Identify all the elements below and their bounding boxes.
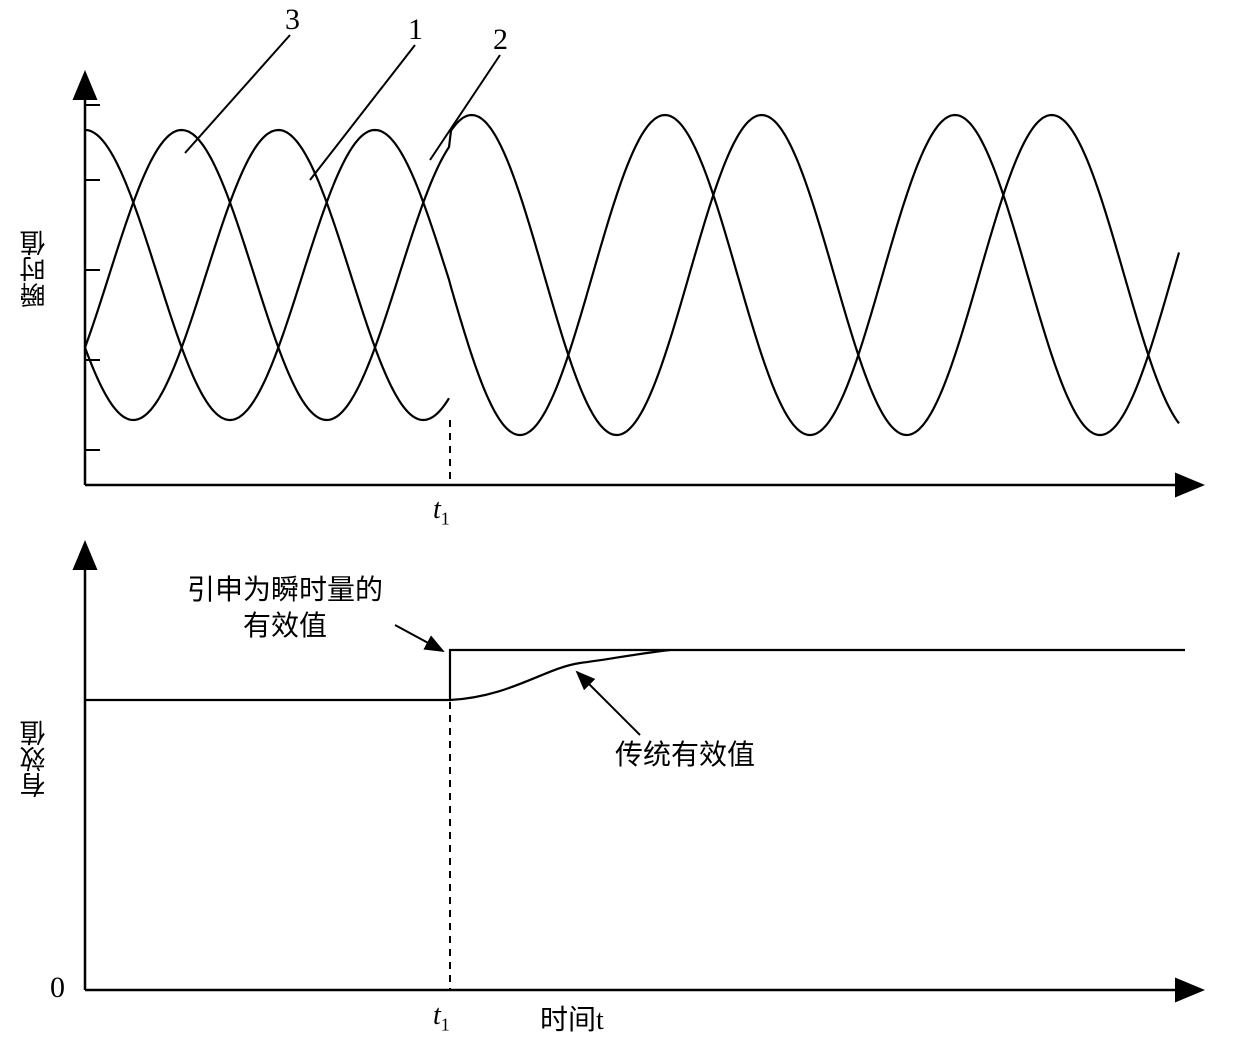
step-line2: 有效值 xyxy=(243,611,327,642)
top-chart xyxy=(85,35,1200,485)
top-y-ticks xyxy=(85,105,100,450)
traditional-rms-curve xyxy=(450,650,670,700)
x-axis-text: 时间t xyxy=(540,1005,604,1036)
leader-line-3 xyxy=(185,35,290,153)
top-y-axis-label: 瞬时值 xyxy=(16,230,53,308)
bottom-y-axis-label: 有效值 xyxy=(16,720,53,798)
bottom-x-axis-label: 时间t xyxy=(540,1003,604,1039)
leader-label-3: 3 xyxy=(285,0,300,39)
traditional-annotation-arrow xyxy=(577,672,640,735)
zero-label: 0 xyxy=(50,968,65,1007)
leader-label-2: 2 xyxy=(493,20,508,59)
leader-label-1: 1 xyxy=(408,10,423,49)
wave-curve-2 xyxy=(85,115,1179,435)
figure-svg xyxy=(0,0,1240,1063)
leader-line-2 xyxy=(430,55,500,160)
leader-line-1 xyxy=(310,45,415,180)
top-t1-label: t1 xyxy=(433,492,450,531)
step-line1: 引申为瞬时量的 xyxy=(187,575,383,606)
traditional-annotation-text: 传统有效值 xyxy=(615,738,755,774)
step-annotation-arrow xyxy=(395,625,443,651)
step-annotation-text: 引申为瞬时量的 有效值 xyxy=(175,573,395,646)
step-rms-curve xyxy=(85,650,1185,700)
bottom-t1-label: t1 xyxy=(433,998,450,1037)
